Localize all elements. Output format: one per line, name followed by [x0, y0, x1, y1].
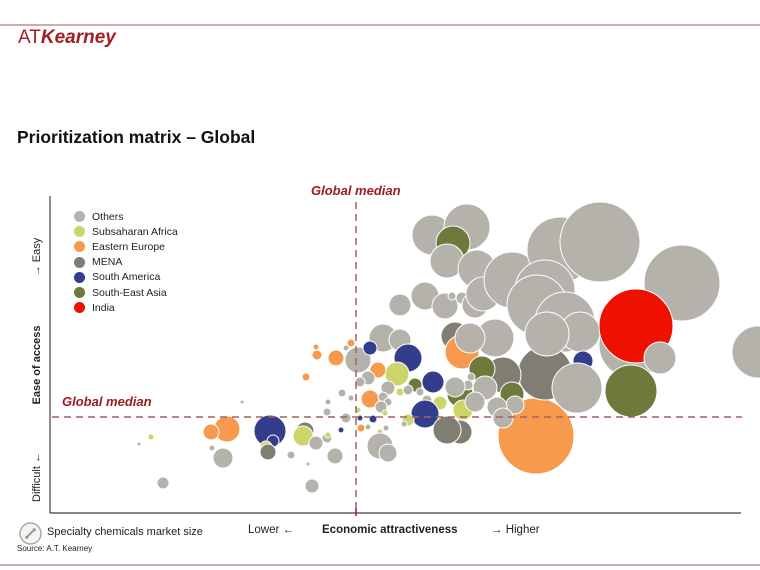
legend-item-sea: South-East Asia — [74, 285, 178, 300]
bubble-ee — [327, 349, 345, 367]
bubble-ssa — [292, 425, 314, 447]
bubble-others — [324, 398, 332, 406]
bubble-sa — [362, 340, 378, 356]
bubble-others — [342, 344, 350, 352]
bubble-sa — [410, 399, 440, 429]
bubble-others — [447, 291, 457, 301]
median-lines — [52, 202, 742, 516]
legend-dot-ee — [74, 241, 85, 253]
page-title: Prioritization matrix – Global — [17, 127, 256, 147]
bubble-others — [239, 399, 245, 405]
legend-item-ee: Eastern Europe — [74, 239, 178, 254]
bubble-layer — [136, 201, 760, 494]
legend-dot-sea — [74, 287, 85, 299]
bubble-others — [322, 407, 332, 417]
bubble-others — [136, 441, 142, 447]
bubble-others — [208, 444, 216, 452]
bubble-sea — [604, 364, 658, 418]
bubble-others — [354, 376, 366, 388]
bubble-others — [731, 325, 760, 379]
bubble-others — [388, 293, 412, 317]
legend-item-sa: South America — [74, 270, 178, 285]
legend-dot-india — [74, 302, 85, 314]
legend-dot-others — [74, 211, 85, 223]
x-axis-title: Economic attractiveness — [322, 524, 458, 536]
bubble-ee — [311, 349, 323, 361]
bubble-others — [378, 443, 398, 463]
bubble-others — [559, 201, 641, 283]
bubble-size-icon — [19, 522, 42, 545]
x-axis-low-label: Lower ← — [248, 524, 295, 536]
bubble-others — [347, 394, 355, 402]
bubble-others — [340, 412, 352, 424]
axes — [49, 196, 741, 514]
bubble-sa — [356, 414, 364, 422]
legend-dot-sa — [74, 271, 85, 283]
bubble-size-legend-label: Specialty chemicals market size — [47, 526, 203, 538]
bubble-ee — [356, 423, 366, 433]
source-note: Source: A.T. Kearney — [17, 544, 93, 553]
logo-prefix: AT — [18, 27, 41, 48]
y-axis-title: Ease of access — [31, 325, 43, 405]
bubble-others — [454, 322, 486, 354]
bubble-others — [492, 407, 514, 429]
legend-label-india: India — [92, 301, 115, 314]
bubble-ee — [312, 343, 320, 351]
bubble-others — [304, 478, 320, 494]
bubble-others — [551, 362, 603, 414]
bubble-ssa — [147, 433, 155, 441]
bubble-mena — [259, 443, 277, 461]
legend-label-mena: MENA — [92, 256, 123, 269]
bubble-others — [402, 384, 414, 396]
legend-label-ee: Eastern Europe — [92, 240, 165, 253]
bubble-others — [212, 447, 234, 469]
bubble-ee — [346, 338, 356, 348]
bubble-others — [326, 447, 344, 465]
bubble-others — [364, 423, 372, 431]
y-axis-low-label: Difficult ← — [31, 452, 43, 502]
bubble-ee — [202, 423, 220, 441]
bubble-others — [524, 311, 570, 357]
legend-item-ssa: Subsaharan Africa — [74, 224, 178, 239]
header-rule — [0, 24, 760, 26]
bubble-ssa — [381, 409, 389, 417]
footer-rule — [0, 564, 760, 566]
bubble-ee — [305, 461, 311, 467]
bubble-ee — [301, 372, 311, 382]
legend-item-india: India — [74, 300, 178, 315]
x-axis-high-label: → Higher — [491, 524, 540, 536]
bubble-sa — [368, 414, 378, 424]
bubble-others — [400, 420, 408, 428]
bubble-others — [156, 476, 170, 490]
y-axis-high-label: → Easy — [31, 237, 43, 277]
atkearney-logo: ATKearney — [18, 28, 116, 47]
bubble-ssa — [324, 431, 332, 439]
legend-label-ssa: Subsaharan Africa — [92, 225, 178, 238]
bubble-mena — [432, 415, 462, 445]
legend-label-sea: South-East Asia — [92, 286, 167, 299]
bubble-others — [444, 376, 466, 398]
legend-item-others: Others — [74, 209, 178, 224]
legend-label-sa: South America — [92, 271, 161, 284]
logo-name: Kearney — [40, 27, 116, 48]
legend: Others Subsaharan Africa Eastern Europe MEN… — [74, 209, 178, 315]
legend-dot-ssa — [74, 226, 85, 238]
bubble-others — [344, 346, 372, 374]
global-median-label-y: Global median — [62, 394, 152, 409]
bubble-others — [415, 387, 425, 397]
bubble-others — [643, 341, 677, 375]
legend-label-others: Others — [92, 210, 124, 223]
legend-item-mena: MENA — [74, 255, 178, 270]
bubble-others — [382, 424, 390, 432]
legend-dot-mena — [74, 256, 85, 268]
global-median-label-x: Global median — [311, 183, 401, 198]
bubble-sa — [421, 370, 445, 394]
bubble-others — [464, 391, 486, 413]
bubble-others — [286, 450, 296, 460]
bubble-sa — [337, 426, 345, 434]
bubble-others — [337, 388, 347, 398]
bubble-others — [308, 435, 324, 451]
